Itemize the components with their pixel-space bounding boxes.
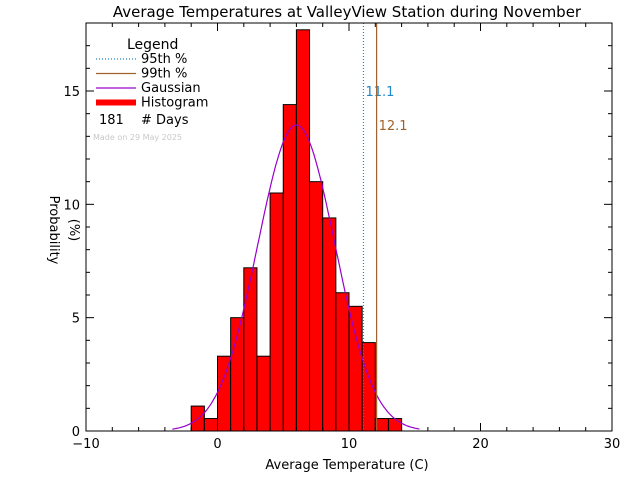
histogram-bar — [269, 192, 284, 432]
legend-label: Gaussian — [141, 81, 201, 96]
histogram-bar — [335, 292, 350, 432]
histogram-bars — [190, 29, 403, 432]
percentile-lines: 11.1 12.1 — [362, 23, 408, 431]
percentile-label: 11.1 — [365, 85, 394, 100]
histogram-bar — [348, 305, 363, 432]
histogram-bar — [322, 217, 337, 432]
histogram-bar — [256, 355, 271, 432]
y-tick-label: 5 — [72, 312, 80, 327]
histogram-bar — [217, 355, 232, 432]
gaussian-layer — [172, 124, 420, 430]
x-tick-label: 30 — [604, 437, 621, 452]
gaussian-curve — [172, 124, 420, 430]
x-tick-label: 10 — [341, 437, 358, 452]
x-tick-label: 0 — [213, 437, 221, 452]
histogram-bar — [243, 267, 258, 432]
histogram-bar — [295, 29, 311, 432]
histogram-bar — [387, 418, 403, 432]
legend: Legend 181 # Days Made on 29 May 2025 95… — [93, 37, 208, 142]
histogram-bar — [374, 418, 389, 432]
histogram-bar — [203, 418, 219, 432]
y-axis-label: Probability — [46, 196, 61, 265]
legend-days-count: 181 — [99, 113, 124, 128]
histogram-bar — [309, 181, 324, 432]
histogram-bar — [282, 104, 297, 432]
x-tick-label: 20 — [472, 437, 489, 452]
chart-title: Average Temperatures at ValleyView Stati… — [113, 3, 582, 21]
x-axis-label: Average Temperature (C) — [265, 458, 428, 473]
percentile-label: 12.1 — [379, 119, 408, 134]
y-axis-unit: (%) — [66, 219, 81, 242]
legend-days-label: # Days — [141, 113, 189, 128]
y-tick-label: 15 — [63, 85, 80, 100]
y-tick-label: 0 — [72, 425, 80, 440]
legend-title: Legend — [127, 37, 178, 53]
x-tick-label: −10 — [72, 437, 99, 452]
legend-label: Histogram — [141, 96, 208, 111]
made-on-note: Made on 29 May 2025 — [93, 133, 182, 142]
legend-label: 95th % — [141, 52, 187, 67]
legend-label: 99th % — [141, 67, 187, 82]
y-tick-label: 10 — [63, 198, 80, 213]
